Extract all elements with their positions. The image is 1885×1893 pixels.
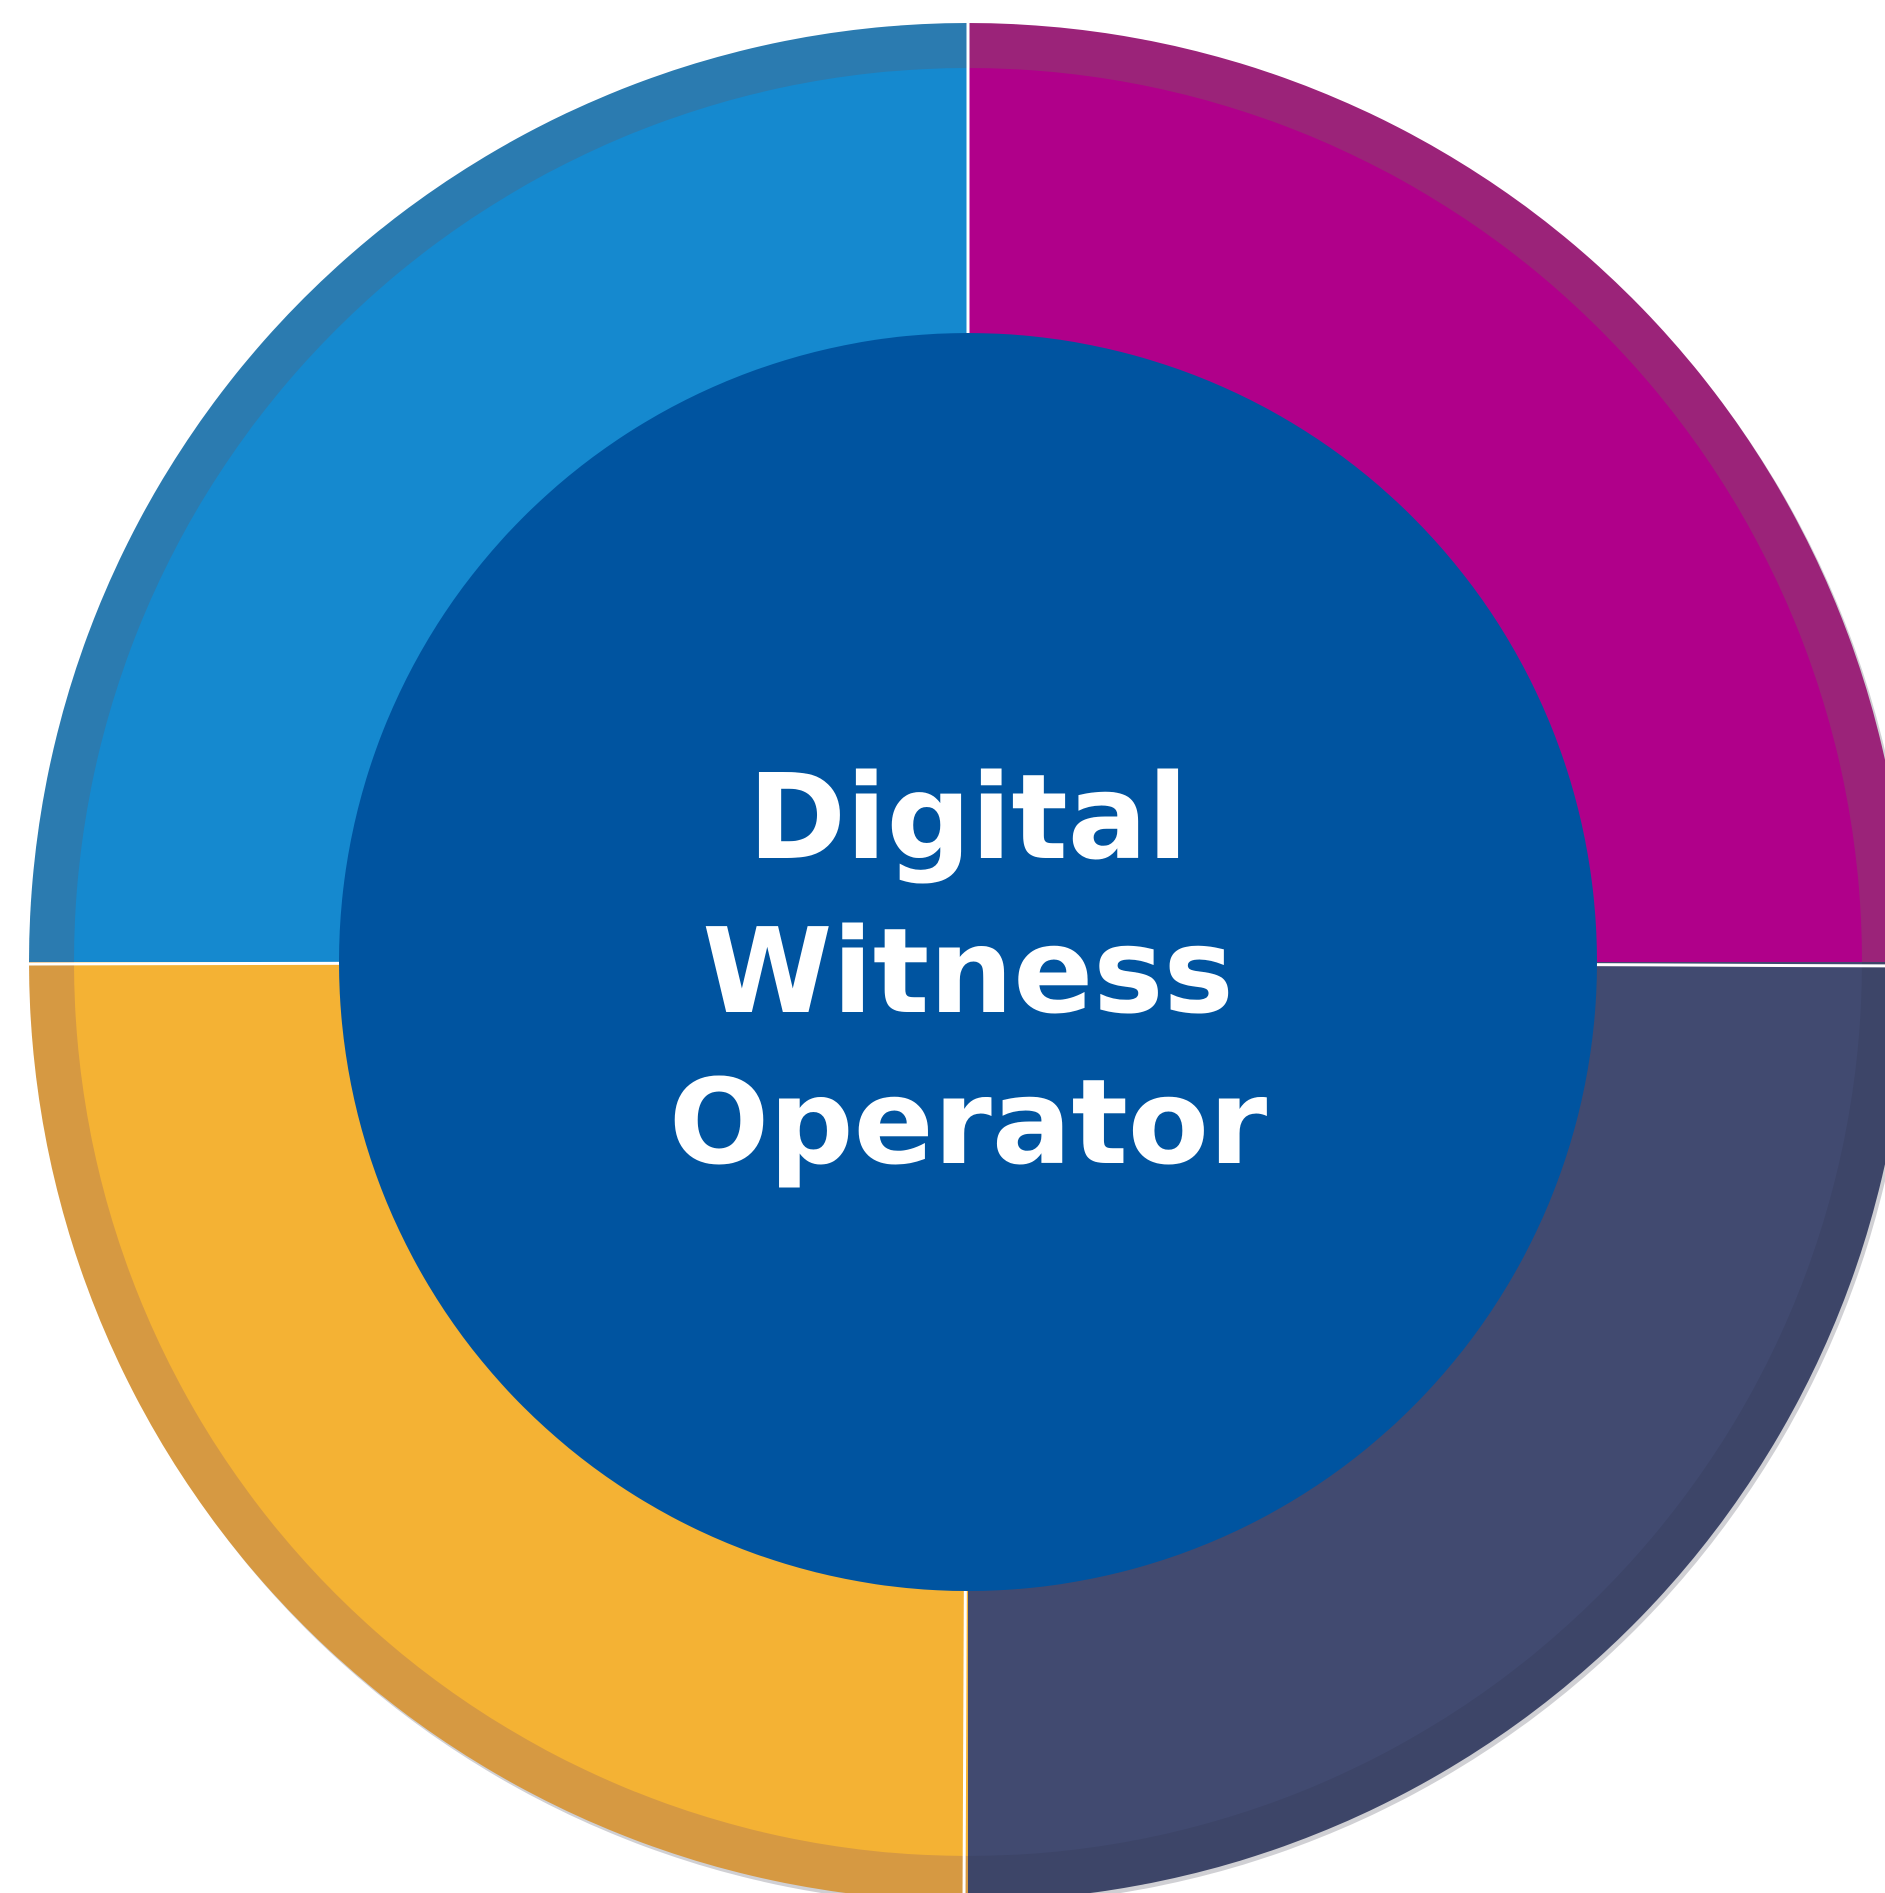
center-line: Witness: [702, 902, 1234, 1040]
center-circle: [339, 333, 1597, 1591]
center-line: Operator: [669, 1053, 1267, 1191]
center-line: Digital: [748, 748, 1188, 886]
